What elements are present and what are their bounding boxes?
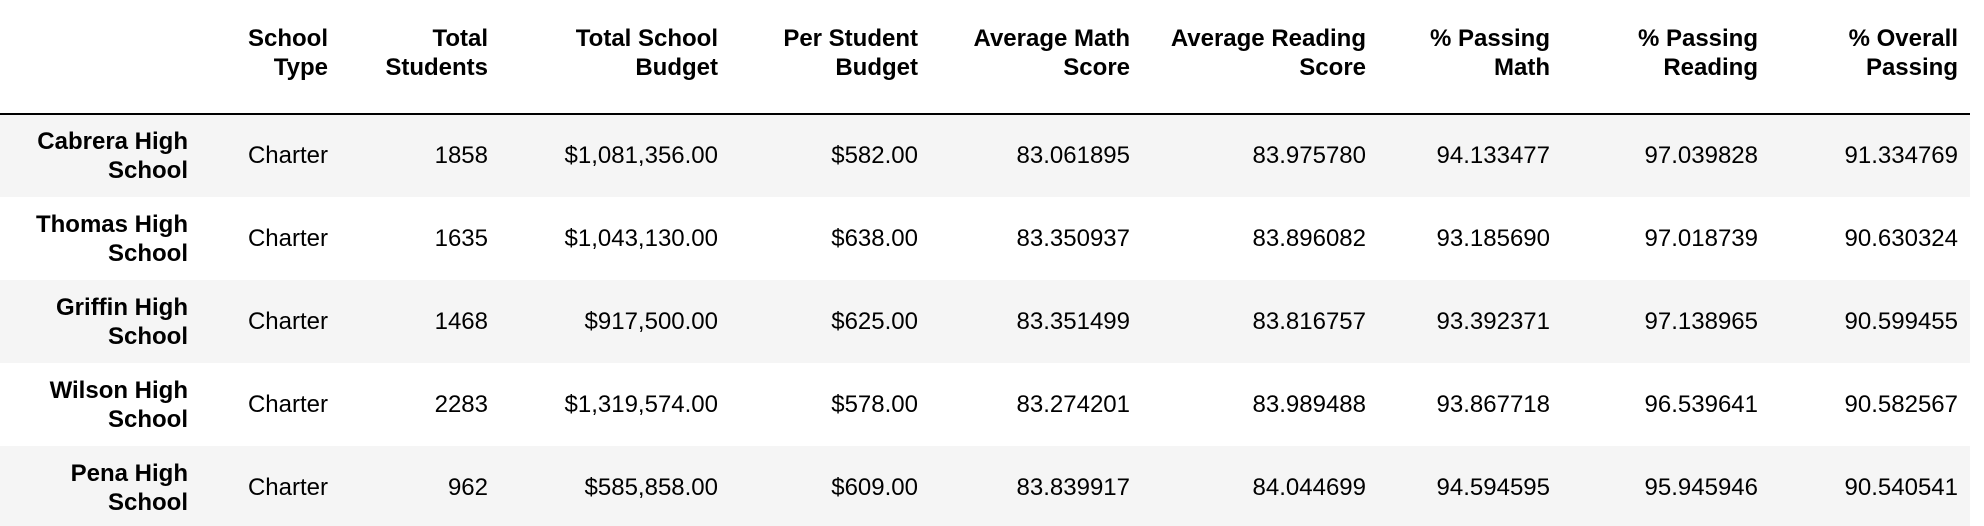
- cell-school-type: Charter: [247, 307, 328, 335]
- cell-overall-passing: 90.540541: [1844, 473, 1958, 501]
- cell-average-math-score: 83.351499: [1016, 307, 1130, 335]
- column-header-passing-reading: % Passing Reading: [1562, 0, 1770, 115]
- cell-total-students: 1468: [434, 307, 488, 335]
- column-header-school-type: School Type: [200, 0, 340, 115]
- row-index-school: Cabrera High School: [37, 128, 188, 184]
- cell-average-reading-score: 83.896082: [1252, 224, 1366, 252]
- column-header-average-math-score: Average Math Score: [930, 0, 1142, 115]
- row-index-school: Pena High School: [70, 459, 188, 516]
- cell-school-type: Charter: [247, 142, 328, 169]
- column-header-per-student-budget: Per Student Budget: [730, 0, 930, 115]
- cell-average-math-score: 83.350937: [1016, 224, 1130, 252]
- column-header-passing-math: % Passing Math: [1378, 0, 1562, 115]
- table-row: Griffin High School Charter 1468 $917,50…: [0, 280, 1970, 363]
- cell-total-students: 962: [447, 473, 488, 501]
- cell-passing-math: 93.392371: [1436, 307, 1550, 335]
- cell-total-school-budget: $1,081,356.00: [564, 142, 718, 169]
- cell-total-school-budget: $585,858.00: [584, 473, 718, 501]
- cell-overall-passing: 91.334769: [1844, 142, 1958, 169]
- cell-total-school-budget: $1,043,130.00: [564, 224, 718, 252]
- row-index-school: Thomas High School: [35, 210, 188, 267]
- row-index-school: Griffin High School: [56, 293, 188, 350]
- index-header: [0, 0, 200, 115]
- cell-school-type: Charter: [247, 224, 328, 252]
- cell-average-math-score: 83.274201: [1016, 390, 1130, 418]
- header-row: School Type Total Students Total School …: [0, 0, 1970, 115]
- cell-average-reading-score: 83.975780: [1252, 142, 1366, 169]
- cell-per-student-budget: $638.00: [831, 224, 918, 252]
- cell-passing-math: 93.185690: [1436, 224, 1550, 252]
- cell-passing-reading: 97.039828: [1644, 142, 1758, 169]
- table-row: Thomas High School Charter 1635 $1,043,1…: [0, 197, 1970, 280]
- column-header-average-reading-score: Average Reading Score: [1142, 0, 1378, 115]
- cell-per-student-budget: $578.00: [831, 390, 918, 418]
- table-header: School Type Total Students Total School …: [0, 0, 1970, 115]
- cell-passing-reading: 97.018739: [1644, 224, 1758, 252]
- table-row: Pena High School Charter 962 $585,858.00…: [0, 446, 1970, 526]
- table-row: Wilson High School Charter 2283 $1,319,5…: [0, 363, 1970, 446]
- cell-passing-math: 94.133477: [1436, 142, 1550, 169]
- cell-passing-reading: 96.539641: [1644, 390, 1758, 418]
- cell-average-reading-score: 84.044699: [1252, 473, 1366, 501]
- cell-overall-passing: 90.582567: [1844, 390, 1958, 418]
- cell-overall-passing: 90.599455: [1844, 307, 1958, 335]
- table-row: Cabrera High School Charter 1858 $1,081,…: [0, 114, 1970, 197]
- column-header-total-students: Total Students: [340, 0, 500, 115]
- cell-average-reading-score: 83.989488: [1252, 390, 1366, 418]
- cell-passing-math: 93.867718: [1436, 390, 1550, 418]
- column-header-total-school-budget: Total School Budget: [500, 0, 730, 115]
- cell-per-student-budget: $609.00: [831, 473, 918, 501]
- cell-school-type: Charter: [247, 390, 328, 418]
- cell-school-type: Charter: [247, 473, 328, 501]
- cell-average-math-score: 83.061895: [1016, 142, 1130, 169]
- cell-passing-reading: 95.945946: [1644, 473, 1758, 501]
- cell-average-math-score: 83.839917: [1016, 473, 1130, 501]
- table-body: Cabrera High School Charter 1858 $1,081,…: [0, 114, 1970, 526]
- cell-per-student-budget: $625.00: [831, 307, 918, 335]
- cell-passing-reading: 97.138965: [1644, 307, 1758, 335]
- cell-total-school-budget: $917,500.00: [584, 307, 718, 335]
- cell-per-student-budget: $582.00: [831, 142, 918, 169]
- cell-passing-math: 94.594595: [1436, 473, 1550, 501]
- cell-total-students: 1635: [434, 224, 488, 252]
- cell-total-students: 2283: [434, 390, 488, 418]
- cell-overall-passing: 90.630324: [1844, 224, 1958, 252]
- cell-average-reading-score: 83.816757: [1252, 307, 1366, 335]
- cell-total-school-budget: $1,319,574.00: [564, 390, 718, 418]
- row-index-school: Wilson High School: [49, 376, 188, 433]
- column-header-overall-passing: % Overall Passing: [1770, 0, 1970, 115]
- cell-total-students: 1858: [434, 142, 488, 169]
